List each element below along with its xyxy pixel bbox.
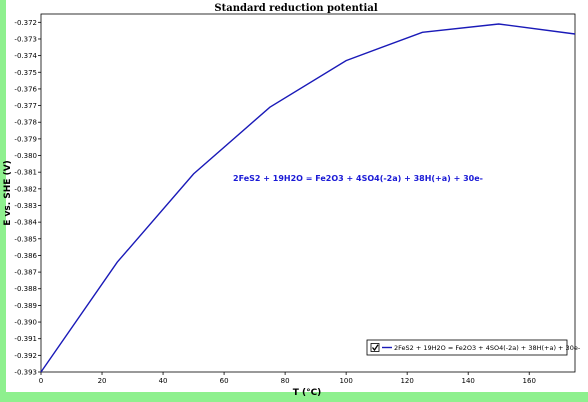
x-axis-label: T (°C) — [293, 388, 322, 398]
left-edge-strip — [0, 0, 6, 402]
y-tick-label: -0.379 — [14, 135, 37, 143]
legend-box — [366, 339, 568, 356]
x-tick-label: 20 — [98, 377, 107, 385]
x-tick-label: 140 — [462, 377, 475, 385]
y-tick-label: -0.381 — [14, 169, 37, 177]
checkmark-icon — [371, 344, 379, 352]
x-axis-ticks: 0 20 40 60 80 100 120 140 160 — [39, 372, 536, 385]
y-tick-label: -0.392 — [14, 352, 37, 360]
y-tick-label: -0.382 — [14, 185, 37, 193]
x-tick-label: 80 — [281, 377, 290, 385]
y-tick-label: -0.383 — [14, 202, 37, 210]
y-tick-label: -0.386 — [14, 252, 37, 260]
bottom-edge-strip — [0, 392, 588, 402]
series-line — [40, 23, 576, 373]
legend-entry-label: 2FeS2 + 19H2O = Fe2O3 + 4SO4(-2a) + 38H(… — [394, 344, 581, 352]
reaction-annotation: 2FeS2 + 19H2O = Fe2O3 + 4SO4(-2a) + 38H(… — [233, 174, 483, 183]
x-tick-label: 160 — [523, 377, 536, 385]
y-tick-label: -0.377 — [14, 102, 37, 110]
legend-checkbox[interactable] — [370, 343, 380, 352]
x-tick-label: 120 — [400, 377, 413, 385]
x-tick-label: 40 — [159, 377, 168, 385]
y-tick-label: -0.378 — [14, 119, 37, 127]
y-tick-label: -0.384 — [14, 219, 37, 227]
y-tick-label: -0.387 — [14, 269, 37, 277]
y-tick-label: -0.391 — [14, 335, 37, 343]
y-tick-label: -0.376 — [14, 85, 37, 93]
x-tick-label: 60 — [220, 377, 229, 385]
x-tick-label: 100 — [339, 377, 352, 385]
plot-area — [40, 13, 576, 373]
y-axis-ticks: -0.372 -0.373 -0.374 -0.375 -0.376 -0.377 -0.3… — [14, 19, 41, 377]
y-tick-label: -0.375 — [14, 69, 37, 77]
y-tick-label: -0.390 — [14, 319, 37, 327]
y-tick-label: -0.388 — [14, 285, 37, 293]
y-tick-label: -0.372 — [14, 19, 37, 27]
y-axis-label: E vs. SHE (V) — [3, 160, 13, 226]
y-tick-label: -0.374 — [14, 52, 37, 60]
y-tick-label: -0.385 — [14, 235, 37, 243]
legend: 2FeS2 + 19H2O = Fe2O3 + 4SO4(-2a) + 38H(… — [366, 339, 581, 356]
y-tick-label: -0.389 — [14, 302, 37, 310]
chart-title: Standard reduction potential — [214, 3, 377, 14]
y-tick-label: -0.373 — [14, 35, 37, 43]
x-tick-label: 0 — [39, 377, 43, 385]
y-tick-label: -0.380 — [14, 152, 37, 160]
y-tick-label: -0.393 — [14, 369, 37, 377]
